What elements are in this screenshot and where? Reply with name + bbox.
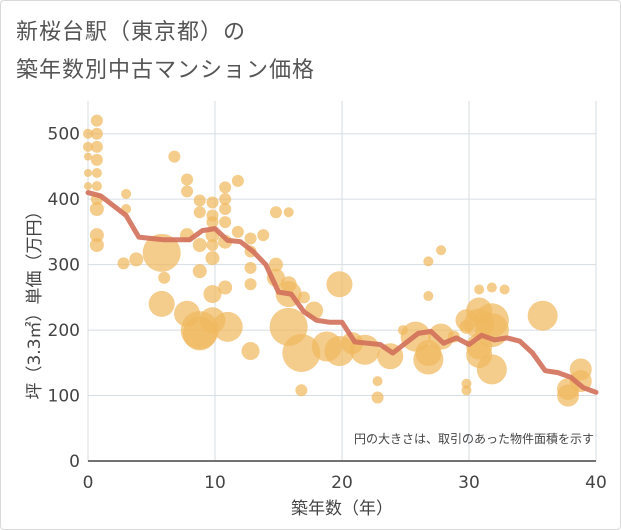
bubble-point [557,384,580,407]
bubble-point [244,261,257,274]
bubble-point [129,252,144,267]
bubble-point [206,239,219,251]
bubble-point [486,282,497,293]
bubble-point [90,127,103,140]
bubble-point [283,207,294,218]
bubble-point [83,128,93,139]
bubble-point [148,290,175,317]
bubble-point [212,311,243,342]
bubble-point [117,257,130,270]
bubble-point [84,169,92,177]
bubble-point [142,233,181,272]
x-tick-label: 0 [83,473,94,493]
chart-title-line-2: 築年数別中古マンション価格 [16,58,316,83]
bubble-point [206,196,219,209]
y-tick-label: 400 [48,190,80,210]
bubble-point [84,152,92,161]
bubble-point [84,182,92,191]
bubble-point [158,271,171,284]
bubble-point [476,354,507,385]
bubble-point [231,174,244,187]
bubble-point [192,264,207,279]
bubble-point [89,202,104,216]
bubble-point [121,188,132,199]
y-axis-title: 坪（3.3㎡）単価（万円） [25,202,45,399]
bubble-point [219,181,232,194]
size-annotation: 円の大きさは、取引のあった物件面積を示す [354,431,594,446]
bubble-point [499,284,510,295]
bubble-point [90,153,103,166]
bubble-point [423,256,434,267]
bubble-point [295,384,308,397]
bubble-point [219,193,232,206]
bubble-point [219,203,232,215]
bubble-point [193,206,206,219]
bubble-point [83,141,93,152]
bubble-point [206,216,219,229]
bubble-point [474,313,509,348]
bubble-point [436,245,447,256]
y-tick-label: 0 [69,452,80,472]
bubble-point [181,173,194,186]
y-tick-label: 200 [48,321,80,341]
bubble-point [218,280,233,295]
y-tick-label: 300 [48,256,80,276]
bubble-point [282,334,321,372]
bubble-point [90,140,103,153]
x-axis-title: 築年数（年） [291,499,393,519]
bubble-point [192,238,207,252]
x-tick-label: 30 [458,473,480,493]
bubble-point [413,344,444,375]
bubble-point [244,278,257,291]
bubble-point [527,300,558,331]
bubble-point [231,225,244,238]
bubble-point [89,228,104,243]
x-tick-label: 40 [585,473,607,493]
bubble-point [168,150,181,163]
bubble-point [90,114,103,127]
bubble-point [91,181,102,192]
x-tick-label: 20 [331,473,353,493]
x-tick-label: 10 [204,473,226,493]
bubble-point [297,291,310,304]
bubble-point [91,168,102,178]
bubble-point [326,271,353,298]
x-tick-labels: 0 10 20 30 40 [83,473,607,493]
bubble-point [268,257,283,272]
bubble-point [219,216,232,229]
y-tick-label: 100 [48,387,80,407]
bubble-point [269,206,282,219]
y-tick-labels: 0 100 200 300 400 500 [48,125,80,472]
bubble-point [371,391,384,404]
bubble-point [474,284,485,295]
bubble-point [205,251,220,266]
bubble-point [423,291,434,302]
bubble-point [372,376,383,387]
bubble-point [203,285,222,304]
grid [87,101,597,462]
y-tick-label: 500 [48,125,80,145]
bubble-point [89,238,104,252]
bubble-point [257,229,270,242]
bubble-point [193,194,206,207]
trend-line [85,190,599,395]
chart-title-line-1: 新桜台駅（東京都）の [16,20,247,45]
bubble-point [241,342,260,361]
bubble-point [461,385,472,396]
bubble-point [181,185,194,198]
bubble-point [244,232,257,245]
